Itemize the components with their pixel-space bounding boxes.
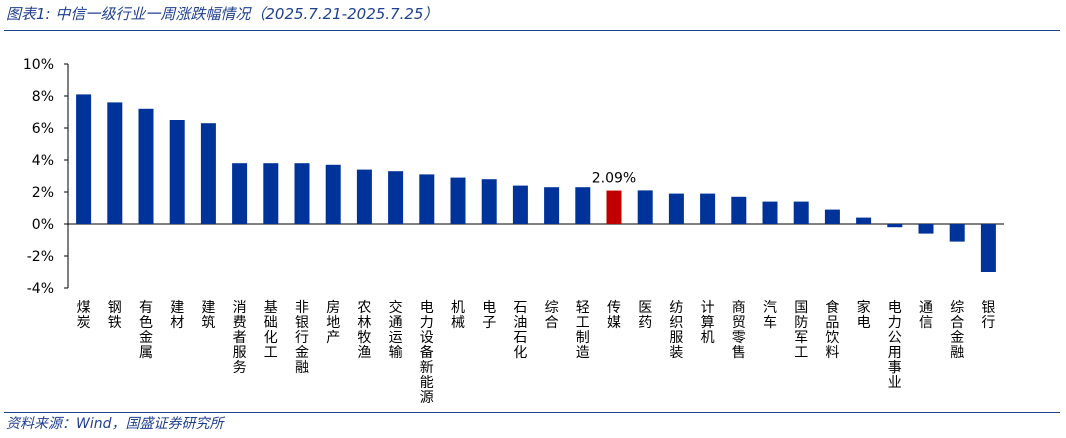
bar-5 — [200, 123, 216, 224]
bar-8 — [294, 163, 310, 224]
data-label: 2.09% — [592, 171, 636, 187]
x-category-label: 有色金属 — [139, 300, 153, 361]
x-category-label: 传媒 — [607, 300, 621, 331]
bar-25 — [824, 209, 840, 224]
bar-14 — [481, 179, 497, 224]
bar-11 — [388, 171, 404, 224]
x-category-label: 钢铁 — [108, 300, 122, 331]
bar-13 — [450, 177, 466, 224]
x-category-label: 电力设备新能源 — [420, 300, 434, 406]
bottom-rule — [4, 412, 1060, 413]
x-category-label: 交通运输 — [389, 299, 403, 361]
x-category-label: 建筑 — [201, 300, 215, 331]
x-category-label: 电子 — [482, 300, 496, 331]
bar-15 — [512, 185, 528, 224]
x-category-label: 非银行金融 — [295, 300, 309, 376]
x-category-label: 医药 — [638, 300, 652, 331]
bar-28 — [918, 224, 934, 234]
bar-2 — [107, 102, 123, 224]
y-tick-label: -2% — [27, 249, 54, 265]
bar-group — [76, 94, 996, 272]
x-category-label: 汽车 — [763, 300, 777, 331]
y-tick-label: 4% — [32, 153, 54, 169]
bar-9 — [325, 164, 341, 224]
y-tick-group: 10% 8% 6% 4% 2% 0% -2% -4% — [23, 57, 68, 297]
x-category-label: 农林牧渔 — [357, 300, 371, 361]
bar-22 — [731, 196, 747, 224]
x-category-label: 计算机 — [701, 300, 715, 346]
y-tick-label: 10% — [23, 57, 54, 73]
y-tick-label: 2% — [32, 185, 54, 201]
bar-16 — [544, 187, 560, 224]
bar-30 — [980, 224, 996, 272]
y-tick-label: 0% — [32, 217, 54, 233]
x-category-label: 商贸零售 — [732, 300, 746, 361]
bar-12 — [419, 174, 435, 224]
x-category-label: 轻工制造 — [576, 300, 590, 361]
bar-26 — [856, 217, 872, 224]
bar-24 — [793, 201, 809, 224]
x-category-label: 国防军工 — [794, 300, 808, 361]
bar-4 — [169, 120, 185, 224]
bar-29 — [949, 224, 965, 242]
bar-17 — [575, 187, 591, 224]
y-tick-label: -4% — [27, 281, 54, 297]
bar-7 — [263, 163, 279, 224]
y-tick-label: 6% — [32, 121, 54, 137]
bar-19 — [637, 190, 653, 224]
y-tick-label: 8% — [32, 89, 54, 105]
x-category-label: 电力公用事业 — [888, 300, 902, 391]
bar-6 — [232, 163, 248, 224]
bar-23 — [762, 201, 778, 224]
bar-21 — [700, 193, 716, 224]
data-label-group: 2.09% — [592, 171, 636, 187]
x-category-label: 食品饮料 — [825, 299, 839, 361]
x-category-label: 综合 — [545, 300, 559, 331]
x-category-label: 通信 — [919, 300, 933, 331]
top-rule — [4, 30, 1060, 31]
x-category-label: 建材 — [170, 300, 184, 331]
x-category-label: 消费者服务 — [233, 300, 247, 376]
source-note: 资料来源：Wind，国盛证券研究所 — [6, 416, 224, 432]
x-category-label: 基础化工 — [264, 299, 278, 361]
x-category-label: 石油石化 — [513, 300, 527, 361]
bar-3 — [138, 108, 154, 224]
bar-27 — [887, 224, 903, 228]
x-category-label: 银行 — [981, 300, 995, 331]
bar-18 — [606, 190, 622, 224]
x-category-label: 煤炭 — [77, 300, 91, 331]
x-category-label: 机械 — [451, 300, 465, 331]
bar-10 — [356, 169, 372, 224]
x-category-label: 综合金融 — [950, 300, 964, 361]
x-category-label: 纺织服装 — [669, 300, 683, 361]
bar-1 — [76, 94, 92, 225]
x-category-label: 房地产 — [326, 300, 340, 346]
bar-20 — [668, 193, 684, 224]
x-category-label: 家电 — [857, 299, 871, 331]
chart-title: 图表1: 中信一级行业一周涨跌幅情况（2025.7.21-2025.7.25） — [6, 5, 439, 23]
